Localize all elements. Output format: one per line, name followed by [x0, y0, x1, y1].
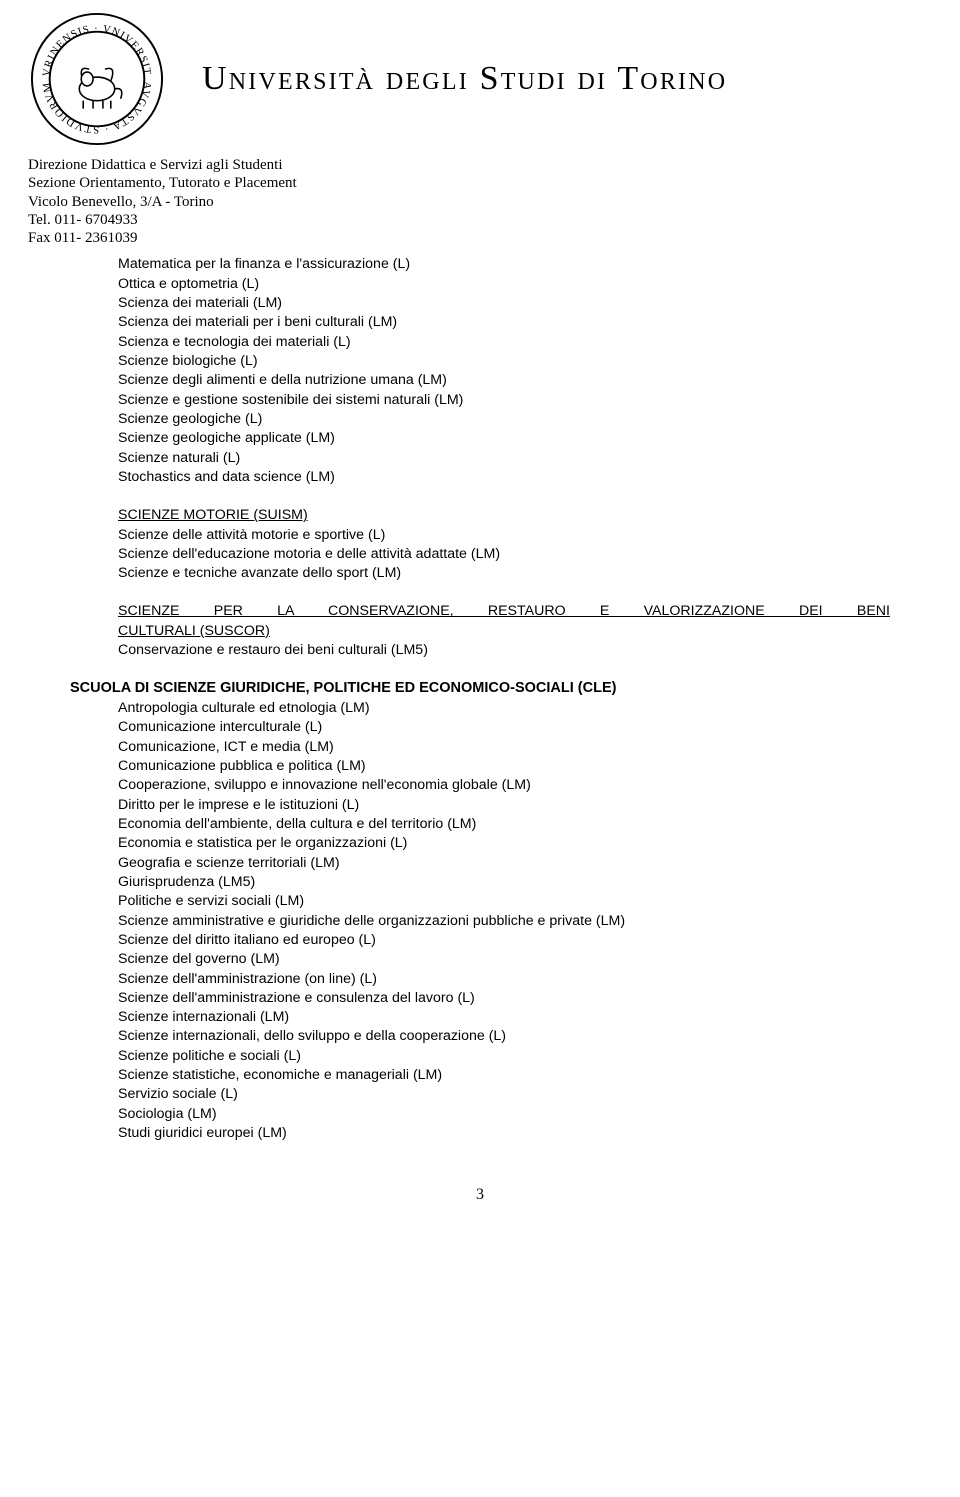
dept-line: Fax 011- 2361039	[28, 229, 960, 247]
course-item: Scienze geologiche applicate (LM)	[118, 429, 890, 448]
course-item: Scienze internazionali (LM)	[118, 1008, 890, 1027]
course-item: Scienze politiche e sociali (L)	[118, 1047, 890, 1066]
course-item: Scienze del diritto italiano ed europeo …	[118, 931, 890, 950]
course-item: Geografia e scienze territoriali (LM)	[118, 854, 890, 873]
course-block-restauro: SCIENZE PER LA CONSERVAZIONE, RESTAURO E…	[118, 602, 890, 660]
course-block-cle: SCUOLA DI SCIENZE GIURIDICHE, POLITICHE …	[118, 679, 890, 1143]
course-item: Comunicazione pubblica e politica (LM)	[118, 757, 890, 776]
course-item: Scienze dell'amministrazione (on line) (…	[118, 970, 890, 989]
course-item: Scienze dell'amministrazione e consulenz…	[118, 989, 890, 1008]
dept-line: Vicolo Benevello, 3/A - Torino	[28, 193, 960, 211]
course-item: Cooperazione, sviluppo e innovazione nel…	[118, 776, 890, 795]
course-item: Scienze naturali (L)	[118, 449, 890, 468]
content-area: Matematica per la finanza e l'assicurazi…	[0, 247, 960, 1143]
course-item: Diritto per le imprese e le istituzioni …	[118, 796, 890, 815]
course-item: Scienze amministrative e giuridiche dell…	[118, 912, 890, 931]
course-item: Scienze degli alimenti e della nutrizion…	[118, 371, 890, 390]
page-header: TAVRINENSIS · VNIVERSITAS AVGVSTA · STVD…	[0, 0, 960, 154]
course-item: Scienze delle attività motorie e sportiv…	[118, 526, 890, 545]
page-number: 3	[0, 1162, 960, 1204]
course-item: Politiche e servizi sociali (LM)	[118, 892, 890, 911]
course-item: Matematica per la finanza e l'assicurazi…	[118, 255, 890, 274]
course-item: Antropologia culturale ed etnologia (LM)	[118, 699, 890, 718]
course-item: Scienze e tecniche avanzate dello sport …	[118, 564, 890, 583]
section-heading-line: CULTURALI (SUSCOR)	[118, 622, 890, 641]
course-item: Giurisprudenza (LM5)	[118, 873, 890, 892]
university-title: Università degli Studi di Torino	[202, 60, 727, 98]
course-item: Scienza e tecnologia dei materiali (L)	[118, 333, 890, 352]
course-item: Comunicazione, ICT e media (LM)	[118, 738, 890, 757]
course-item: Servizio sociale (L)	[118, 1085, 890, 1104]
course-item: Economia e statistica per le organizzazi…	[118, 834, 890, 853]
course-item: Ottica e optometria (L)	[118, 275, 890, 294]
course-item: Stochastics and data science (LM)	[118, 468, 890, 487]
section-heading-line: SCIENZE PER LA CONSERVAZIONE, RESTAURO E…	[118, 602, 890, 621]
course-item: Conservazione e restauro dei beni cultur…	[118, 641, 890, 660]
course-item: Scienze dell'educazione motoria e delle …	[118, 545, 890, 564]
dept-line: Tel. 011- 6704933	[28, 211, 960, 229]
course-item: Scienze del governo (LM)	[118, 950, 890, 969]
section-heading-motorie: SCIENZE MOTORIE (SUISM)	[118, 506, 890, 525]
course-block-intro: Matematica per la finanza e l'assicurazi…	[118, 255, 890, 487]
university-seal-icon: TAVRINENSIS · VNIVERSITAS AVGVSTA · STVD…	[28, 10, 166, 148]
course-item: Studi giuridici europei (LM)	[118, 1124, 890, 1143]
department-info: Direzione Didattica e Servizi agli Stude…	[0, 154, 960, 247]
course-item: Scienze internazionali, dello sviluppo e…	[118, 1027, 890, 1046]
course-item: Comunicazione interculturale (L)	[118, 718, 890, 737]
course-item: Scienze statistiche, economiche e manage…	[118, 1066, 890, 1085]
course-item: Scienza dei materiali per i beni cultura…	[118, 313, 890, 332]
course-item: Scienze e gestione sostenibile dei siste…	[118, 391, 890, 410]
course-item: Scienze biologiche (L)	[118, 352, 890, 371]
page: TAVRINENSIS · VNIVERSITAS AVGVSTA · STVD…	[0, 0, 960, 1497]
course-item: Scienza dei materiali (LM)	[118, 294, 890, 313]
dept-line: Direzione Didattica e Servizi agli Stude…	[28, 156, 960, 174]
course-block-motorie: SCIENZE MOTORIE (SUISM) Scienze delle at…	[118, 506, 890, 583]
school-heading-cle: SCUOLA DI SCIENZE GIURIDICHE, POLITICHE …	[70, 679, 890, 699]
course-item: Economia dell'ambiente, della cultura e …	[118, 815, 890, 834]
section-heading-restauro: SCIENZE PER LA CONSERVAZIONE, RESTAURO E…	[118, 602, 890, 641]
course-item: Sociologia (LM)	[118, 1105, 890, 1124]
dept-line: Sezione Orientamento, Tutorato e Placeme…	[28, 174, 960, 192]
course-item: Scienze geologiche (L)	[118, 410, 890, 429]
